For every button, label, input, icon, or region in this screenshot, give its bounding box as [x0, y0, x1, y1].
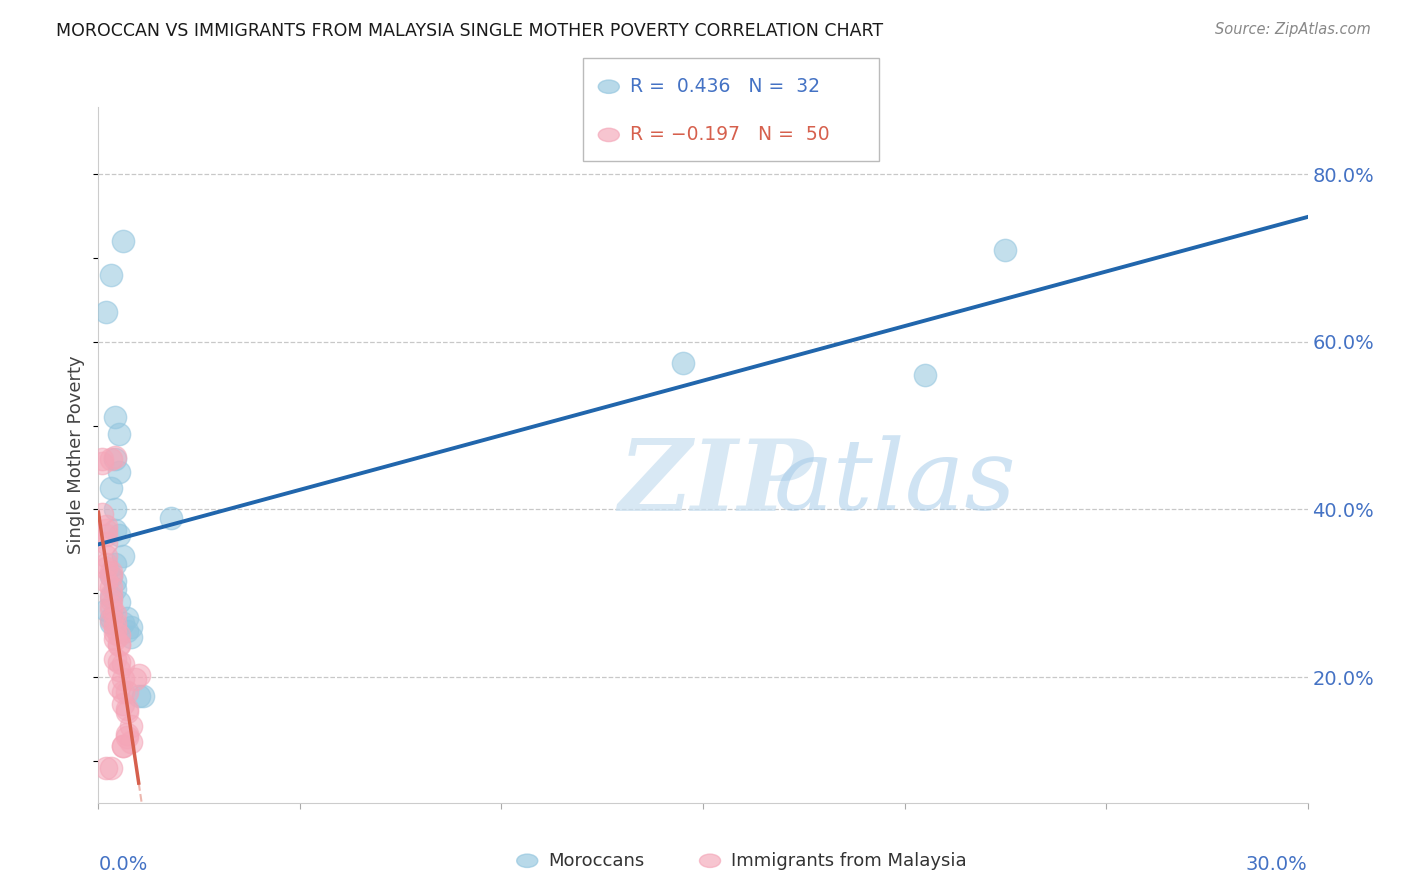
- Point: [994, 243, 1017, 257]
- Point: [91, 507, 114, 521]
- Point: [111, 739, 134, 753]
- Text: MOROCCAN VS IMMIGRANTS FROM MALAYSIA SINGLE MOTHER POVERTY CORRELATION CHART: MOROCCAN VS IMMIGRANTS FROM MALAYSIA SIN…: [56, 22, 883, 40]
- Point: [128, 668, 150, 682]
- Point: [100, 603, 122, 617]
- Point: [115, 731, 138, 745]
- Point: [111, 234, 134, 248]
- Point: [103, 582, 125, 596]
- Point: [96, 574, 118, 588]
- Point: [120, 719, 142, 733]
- Text: Immigrants from Malaysia: Immigrants from Malaysia: [731, 852, 967, 870]
- Point: [96, 561, 118, 575]
- Point: [100, 569, 122, 583]
- Point: [115, 685, 138, 699]
- Point: [120, 735, 142, 749]
- Point: [111, 615, 134, 630]
- Point: [100, 452, 122, 467]
- Point: [91, 452, 114, 467]
- Point: [96, 527, 118, 541]
- Point: [103, 651, 125, 665]
- Point: [100, 566, 122, 580]
- Point: [115, 624, 138, 638]
- Point: [96, 603, 118, 617]
- Point: [111, 685, 134, 699]
- Point: [111, 697, 134, 711]
- Point: [96, 536, 118, 550]
- Point: [103, 524, 125, 538]
- Point: [115, 706, 138, 720]
- Text: ZIP: ZIP: [619, 434, 813, 531]
- Point: [100, 482, 122, 496]
- Text: atlas: atlas: [773, 435, 1017, 531]
- Point: [115, 611, 138, 625]
- Point: [124, 672, 146, 686]
- Point: [132, 689, 155, 703]
- Point: [107, 664, 129, 678]
- Point: [111, 672, 134, 686]
- Point: [96, 549, 118, 563]
- Point: [100, 588, 122, 602]
- Point: [103, 450, 125, 465]
- Text: Source: ZipAtlas.com: Source: ZipAtlas.com: [1215, 22, 1371, 37]
- Point: [103, 452, 125, 467]
- Point: [120, 620, 142, 634]
- Point: [914, 368, 936, 383]
- Text: R = −0.197   N =  50: R = −0.197 N = 50: [630, 126, 830, 145]
- Point: [103, 615, 125, 630]
- Point: [100, 761, 122, 775]
- Point: [120, 630, 142, 644]
- Point: [103, 632, 125, 647]
- Point: [107, 465, 129, 479]
- Y-axis label: Single Mother Poverty: Single Mother Poverty: [67, 356, 86, 554]
- Point: [100, 611, 122, 625]
- Point: [107, 636, 129, 650]
- Point: [115, 702, 138, 716]
- Point: [160, 510, 183, 524]
- Point: [103, 410, 125, 425]
- Point: [107, 594, 129, 608]
- Point: [672, 356, 695, 370]
- Point: [111, 739, 134, 753]
- Point: [107, 427, 129, 442]
- Point: [100, 593, 122, 607]
- Point: [107, 628, 129, 642]
- Point: [115, 727, 138, 741]
- Point: [103, 574, 125, 588]
- Point: [107, 680, 129, 694]
- Point: [111, 549, 134, 563]
- Point: [103, 502, 125, 516]
- Point: [100, 268, 122, 282]
- Point: [100, 569, 122, 583]
- Point: [103, 607, 125, 622]
- Point: [100, 613, 122, 627]
- Point: [96, 761, 118, 775]
- Point: [103, 626, 125, 640]
- Point: [96, 557, 118, 571]
- Point: [100, 615, 122, 630]
- Point: [96, 524, 118, 538]
- Text: 0.0%: 0.0%: [98, 855, 148, 874]
- Text: R =  0.436   N =  32: R = 0.436 N = 32: [630, 78, 820, 96]
- Point: [103, 622, 125, 636]
- Point: [107, 638, 129, 652]
- Point: [111, 657, 134, 672]
- Point: [100, 580, 122, 594]
- Point: [100, 599, 122, 613]
- Point: [128, 689, 150, 703]
- Point: [91, 456, 114, 470]
- Text: 30.0%: 30.0%: [1246, 855, 1308, 874]
- Point: [103, 557, 125, 571]
- Point: [96, 305, 118, 319]
- Point: [96, 519, 118, 533]
- Point: [107, 655, 129, 669]
- Point: [107, 527, 129, 541]
- Point: [100, 591, 122, 605]
- Text: Moroccans: Moroccans: [548, 852, 644, 870]
